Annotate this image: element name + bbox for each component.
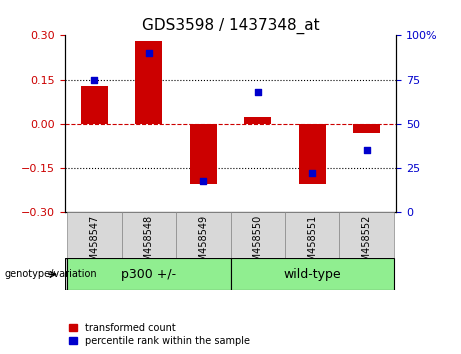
Bar [67,258,230,290]
Bar [122,212,176,258]
Text: GSM458551: GSM458551 [307,215,317,274]
Text: GSM458552: GSM458552 [361,215,372,274]
Text: GSM458550: GSM458550 [253,215,263,274]
Text: GSM458548: GSM458548 [144,215,154,274]
Bar [230,258,394,290]
Bar [244,116,272,124]
Bar [285,212,339,258]
Text: genotype/variation: genotype/variation [5,269,97,279]
Text: GSM458547: GSM458547 [89,215,100,274]
Point [200,178,207,183]
Point [91,77,98,82]
Bar [339,212,394,258]
Bar [353,124,380,133]
Legend: transformed count, percentile rank within the sample: transformed count, percentile rank withi… [70,323,250,346]
Bar [230,212,285,258]
Text: p300 +/-: p300 +/- [121,268,177,281]
Bar [176,212,230,258]
Point [363,148,370,153]
Point [308,171,316,176]
Bar [135,41,162,124]
Point [145,50,153,56]
Title: GDS3598 / 1437348_at: GDS3598 / 1437348_at [142,18,319,34]
Bar [189,124,217,184]
Point [254,89,261,95]
Text: GSM458549: GSM458549 [198,215,208,274]
Bar [67,212,122,258]
Bar [81,86,108,124]
Text: wild-type: wild-type [284,268,341,281]
Bar [299,124,326,184]
